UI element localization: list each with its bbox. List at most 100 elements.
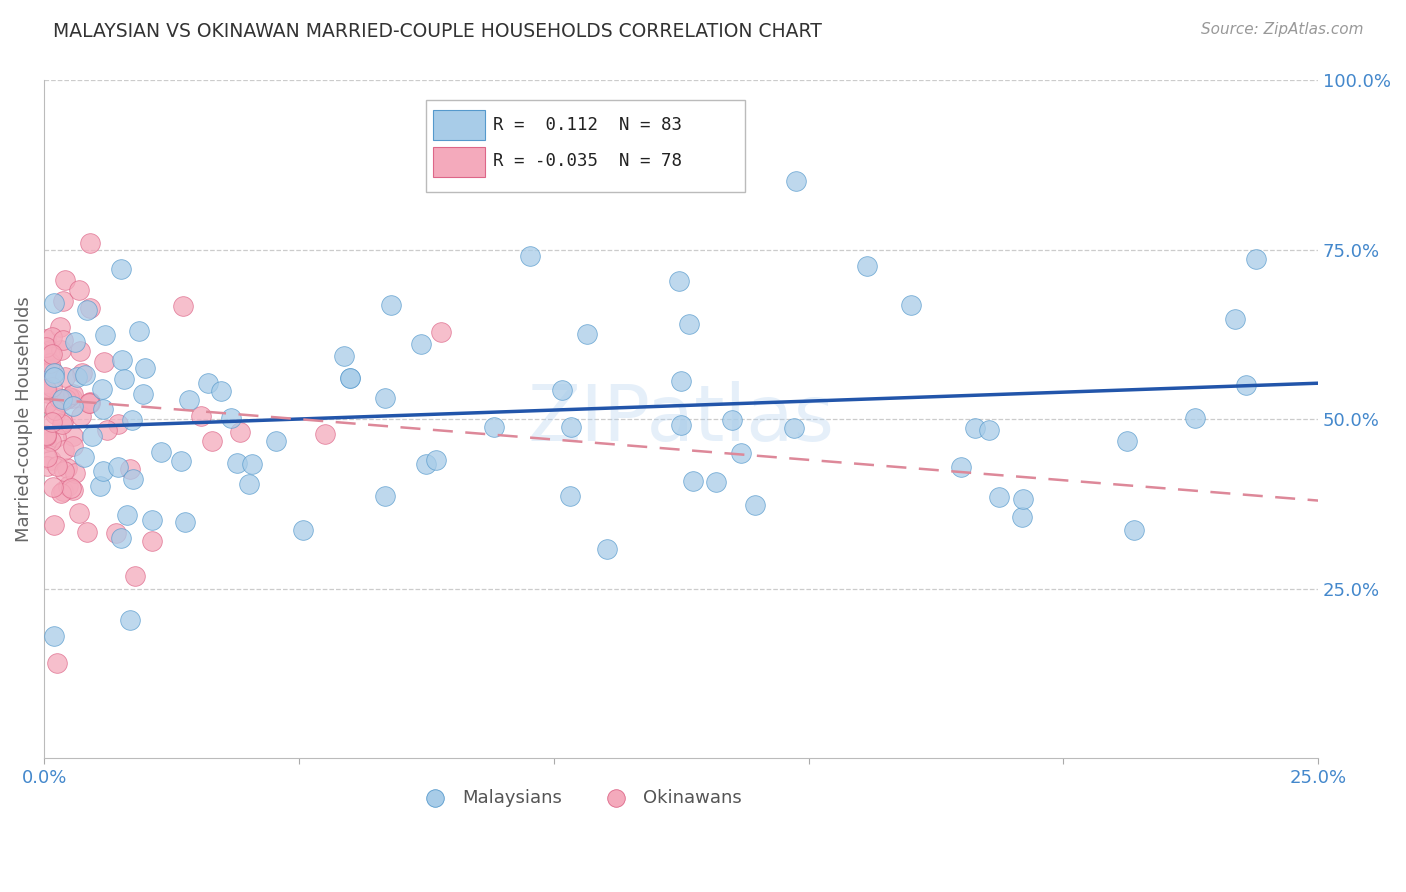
Point (783, 421, 806, 435)
Point (988, 490, 1011, 504)
Point (131, 386, 153, 401)
Point (44, 402, 66, 417)
Point (89, 479, 111, 493)
Point (314, 426, 336, 441)
Point (1184, 411, 1206, 425)
Point (44, 366, 66, 380)
Point (238, 477, 260, 491)
Point (292, 523, 315, 537)
Point (120, 613, 142, 627)
Point (744, 498, 766, 512)
Point (70, 409, 93, 423)
Point (56, 460, 79, 475)
Point (34, 382, 56, 396)
Point (115, 508, 138, 523)
Point (72, 366, 94, 380)
Point (121, 472, 143, 486)
Point (52, 293, 75, 308)
Point (141, 534, 163, 549)
Point (94, 328, 117, 343)
Point (48, 391, 70, 405)
Point (82, 429, 104, 443)
Point (1123, 523, 1146, 537)
Point (79, 301, 101, 315)
Point (62, 387, 84, 401)
Point (34, 366, 56, 380)
Point (134, 360, 156, 375)
Point (35, 435, 58, 450)
Point (374, 391, 396, 405)
Point (107, 417, 129, 432)
Point (128, 324, 150, 338)
Point (41, 363, 63, 377)
Point (704, 475, 727, 490)
Point (93, 402, 115, 417)
Point (76, 302, 98, 317)
Point (264, 434, 287, 449)
Point (114, 372, 136, 386)
Point (409, 337, 432, 351)
Point (53, 464, 76, 478)
Point (93, 355, 115, 369)
Point (856, 260, 879, 274)
Y-axis label: Married-couple Households: Married-couple Households (15, 296, 32, 542)
Point (121, 413, 143, 427)
Point (35, 450, 58, 464)
Point (671, 417, 693, 432)
Point (1225, 312, 1247, 326)
Point (51, 394, 73, 409)
Point (53, 442, 76, 457)
Point (219, 411, 242, 425)
Point (177, 393, 200, 408)
Point (668, 274, 690, 288)
Point (73, 450, 96, 464)
Point (41, 380, 63, 394)
Point (720, 413, 742, 427)
Point (415, 458, 437, 472)
Point (39, 356, 62, 370)
Point (1234, 378, 1257, 392)
Point (45, 430, 67, 444)
Point (52, 415, 75, 429)
Point (682, 475, 704, 489)
Point (44, 369, 66, 384)
Point (66, 370, 89, 384)
Text: MALAYSIAN VS OKINAWAN MARRIED-COUPLE HOUSEHOLDS CORRELATION CHART: MALAYSIAN VS OKINAWAN MARRIED-COUPLE HOU… (53, 22, 823, 41)
Point (425, 453, 447, 467)
Point (560, 419, 582, 434)
Point (671, 375, 693, 389)
Point (79, 396, 101, 410)
Text: ZIPatlas: ZIPatlas (527, 381, 835, 458)
Point (44, 407, 66, 421)
Point (678, 318, 700, 332)
Point (226, 456, 249, 470)
Point (519, 248, 541, 262)
Point (110, 531, 132, 545)
Text: R =  0.112  N = 83: R = 0.112 N = 83 (492, 116, 682, 134)
Point (34, 427, 56, 442)
Point (62, 439, 84, 453)
Point (49, 486, 72, 500)
Point (37, 396, 59, 410)
Point (39, 434, 62, 449)
Point (62, 429, 84, 443)
Point (79, 394, 101, 409)
Point (62, 399, 84, 413)
Point (111, 353, 134, 368)
Point (41, 347, 63, 361)
Point (62, 483, 84, 498)
Point (58, 390, 80, 404)
Point (53, 370, 76, 384)
Point (96, 423, 118, 437)
Text: Source: ZipAtlas.com: Source: ZipAtlas.com (1201, 22, 1364, 37)
Point (118, 461, 141, 475)
Point (380, 298, 402, 312)
Point (39, 453, 62, 467)
Point (34, 332, 56, 346)
Text: R = -0.035  N = 78: R = -0.035 N = 78 (492, 153, 682, 170)
Point (551, 384, 574, 398)
Point (41, 415, 63, 429)
Point (339, 370, 361, 384)
Point (53, 273, 76, 287)
Point (42, 517, 65, 532)
